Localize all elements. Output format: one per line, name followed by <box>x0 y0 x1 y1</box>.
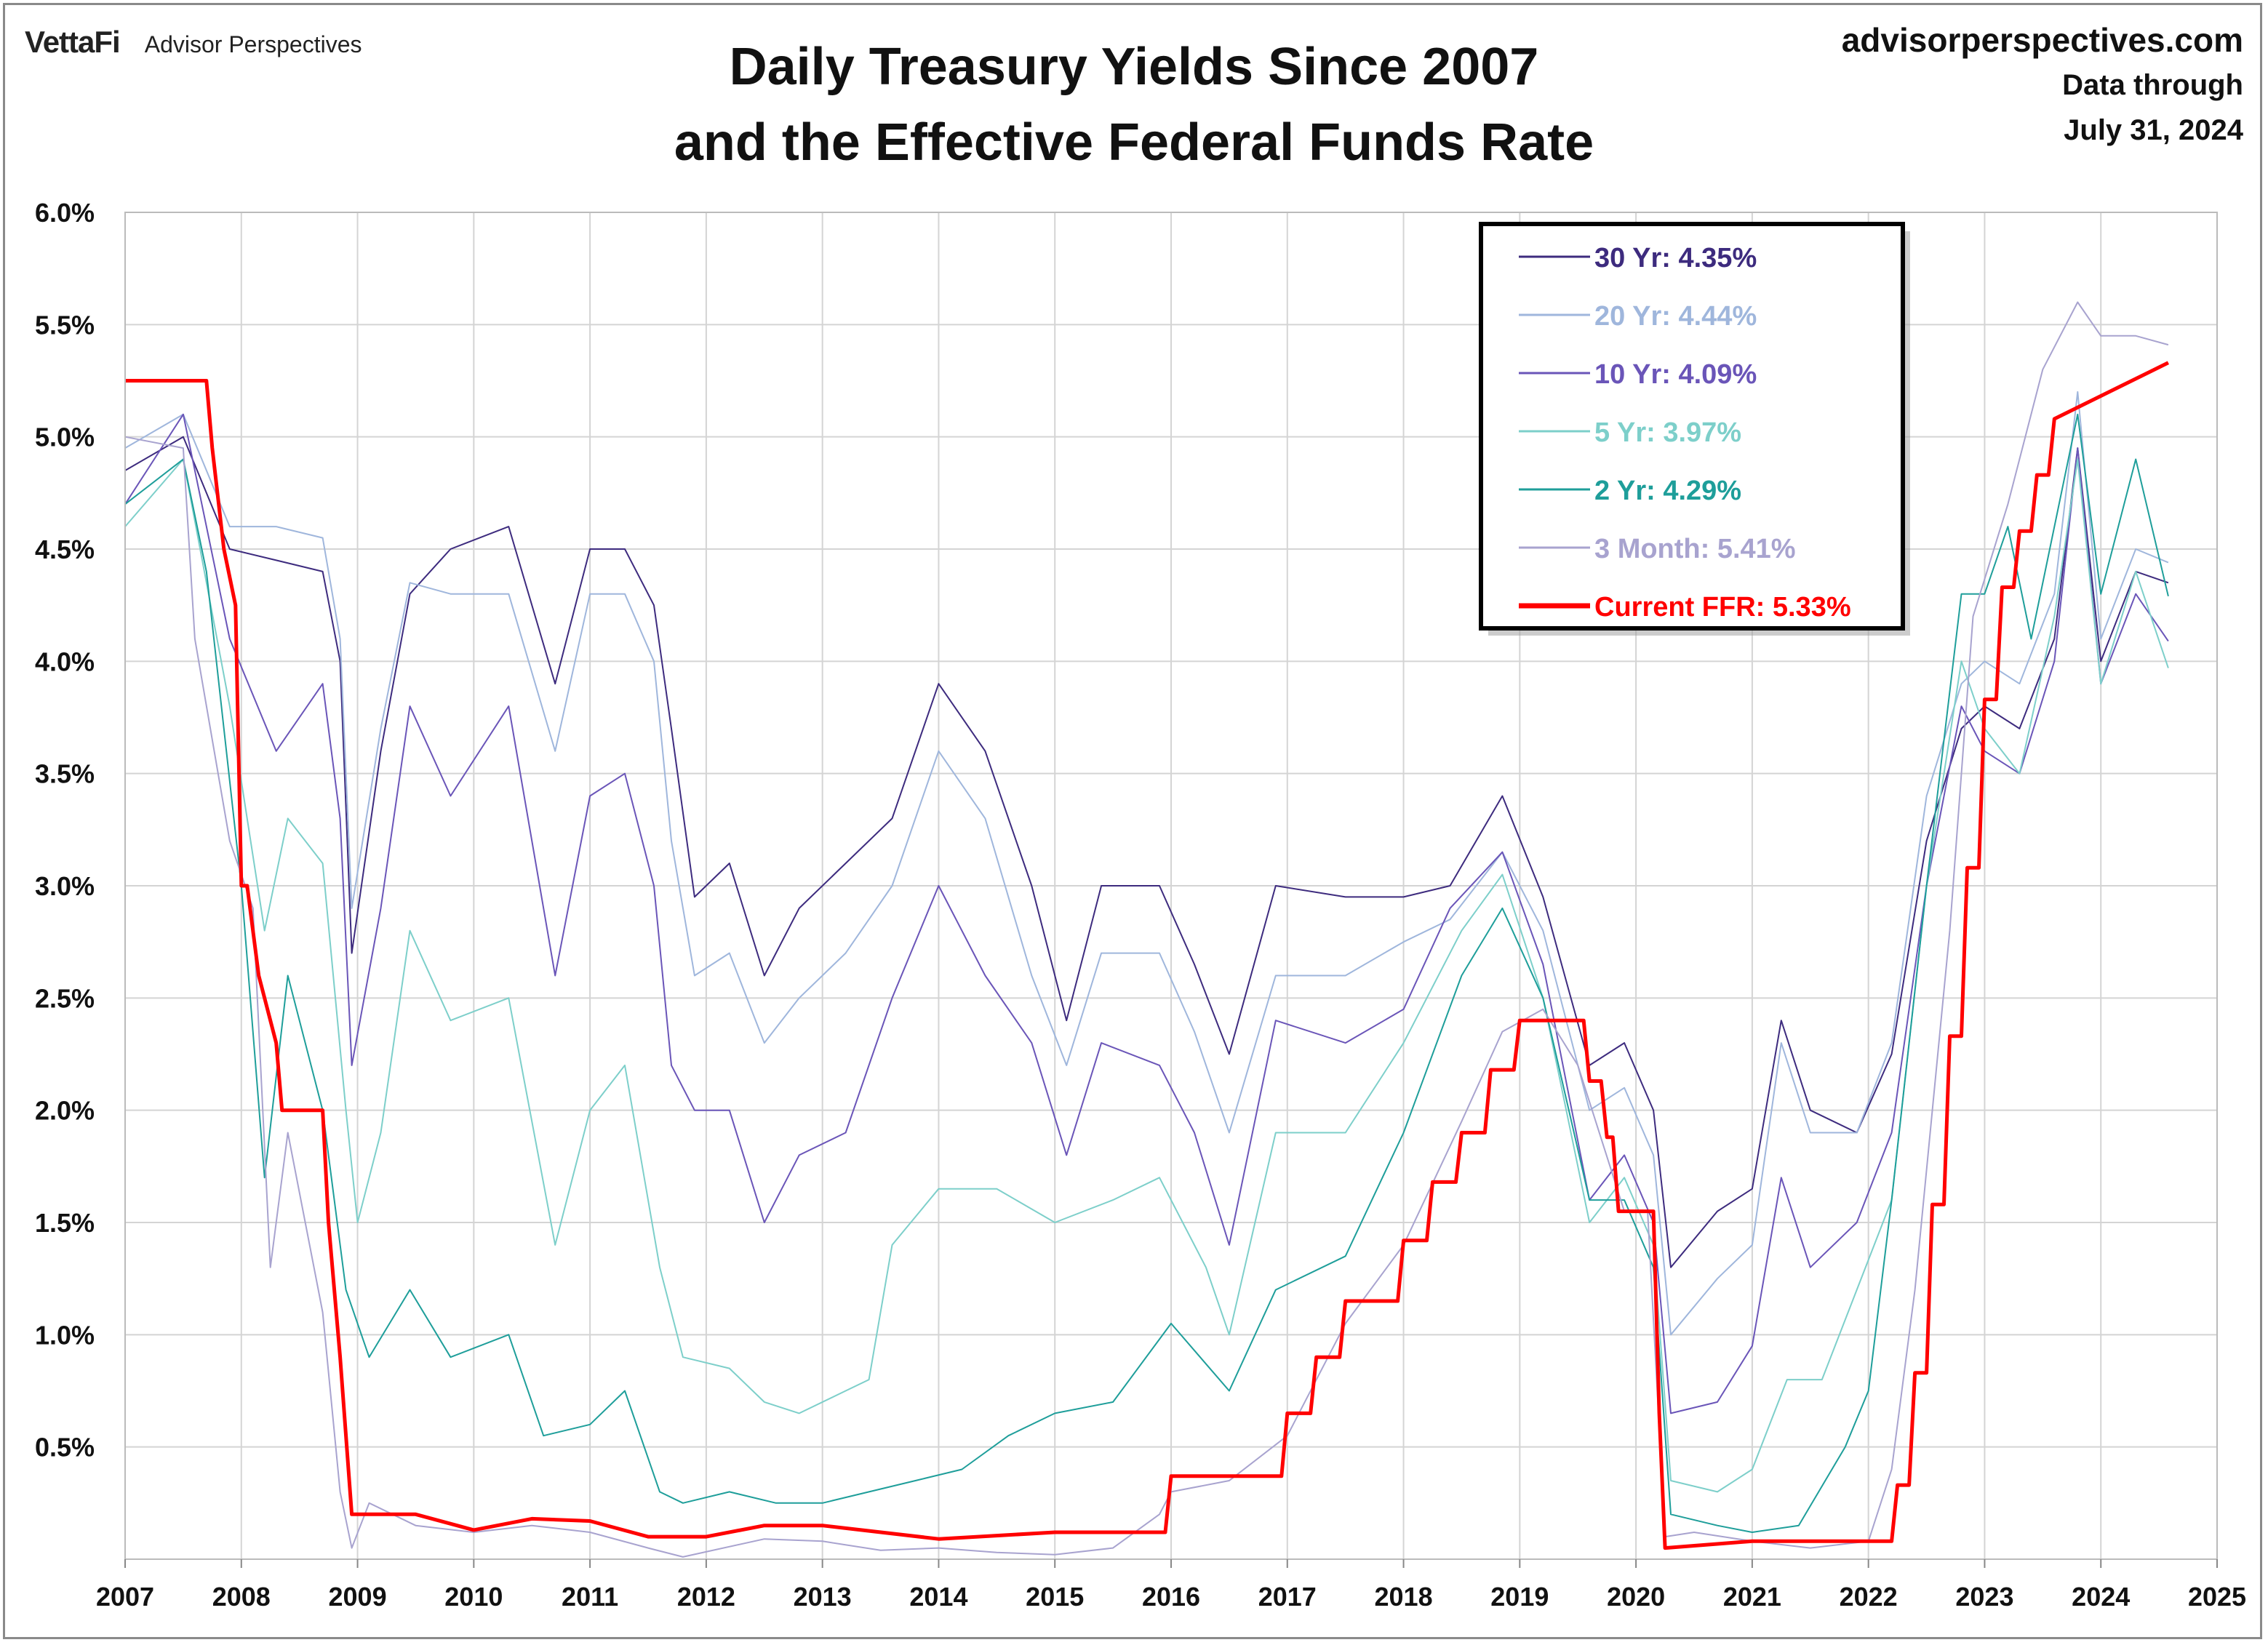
y-tick-label: 1.0% <box>35 1320 95 1350</box>
series-line-30-yr <box>124 436 2169 1268</box>
legend-entry: 5 Yr: 3.97% <box>1594 417 1741 448</box>
y-tick-label: 3.5% <box>35 759 95 789</box>
x-tick-label: 2010 <box>444 1582 503 1612</box>
x-tick-label: 2007 <box>96 1582 154 1612</box>
y-tick-label: 2.0% <box>35 1096 95 1126</box>
x-tick-label: 2018 <box>1375 1582 1433 1612</box>
x-tick-label: 2014 <box>909 1582 967 1612</box>
x-tick-label: 2021 <box>1723 1582 1781 1612</box>
legend-entry: 30 Yr: 4.35% <box>1594 243 1757 273</box>
y-tick-label: 6.0% <box>35 198 95 228</box>
y-tick-label: 5.5% <box>35 310 95 340</box>
x-tick-label: 2012 <box>677 1582 735 1612</box>
brand: VettaFi Advisor Perspectives <box>25 25 362 60</box>
y-tick-label: 3.0% <box>35 871 95 901</box>
data-through-label: Data through <box>2062 69 2243 101</box>
legend: 30 Yr: 4.35% 20 Yr: 4.44% 10 Yr: 4.09% 5 Yr… <box>1479 222 1910 636</box>
series-lines <box>124 301 2170 1558</box>
series-line-10-yr <box>124 413 2169 1414</box>
x-tick-label: 2015 <box>1026 1582 1084 1612</box>
x-tick-label: 2009 <box>329 1582 387 1612</box>
legend-entry: Current FFR: 5.33% <box>1594 592 1851 623</box>
chart-title: Daily Treasury Yields Since 2007 and the… <box>0 29 2268 180</box>
x-tick-label: 2016 <box>1142 1582 1200 1612</box>
legend-entry: 2 Yr: 4.29% <box>1594 476 1741 506</box>
y-tick-label: 5.0% <box>35 423 95 452</box>
x-tick-label: 2013 <box>794 1582 852 1612</box>
legend-box <box>1479 222 1905 631</box>
series-line-current-ffr <box>125 361 2170 1550</box>
x-tick-label: 2008 <box>212 1582 271 1612</box>
chart-title-line1: Daily Treasury Yields Since 2007 <box>729 38 1539 96</box>
y-tick-label: 4.5% <box>35 535 95 564</box>
series-line-2-yr <box>124 413 2169 1533</box>
y-tick-label: 1.5% <box>35 1208 95 1238</box>
vettafi-logo: VettaFi <box>25 25 121 59</box>
source-info: advisorperspectives.com Data through Jul… <box>1842 17 2243 153</box>
brand-name: Advisor Perspectives <box>144 31 362 57</box>
x-tick-label: 2020 <box>1607 1582 1665 1612</box>
x-tick-label: 2023 <box>1955 1582 2013 1612</box>
chart-title-line2: and the Effective Federal Funds Rate <box>674 113 1594 172</box>
x-tick-label: 2011 <box>562 1582 618 1612</box>
series-line-20-yr <box>124 391 2169 1336</box>
x-tick-label: 2025 <box>2188 1582 2246 1612</box>
y-tick-label: 0.5% <box>35 1433 95 1462</box>
legend-entry: 10 Yr: 4.09% <box>1594 359 1757 390</box>
x-tick-label: 2024 <box>2072 1582 2130 1612</box>
chart-frame <box>3 3 2262 1639</box>
y-tick-label: 4.0% <box>35 647 95 676</box>
legend-entry: 20 Yr: 4.44% <box>1594 301 1757 332</box>
legend-entry: 3 Month: 5.41% <box>1594 534 1796 564</box>
y-tick-label: 2.5% <box>35 983 95 1013</box>
site-url: advisorperspectives.com <box>1841 21 2243 59</box>
x-tick-label: 2017 <box>1258 1582 1317 1612</box>
data-through-date: July 31, 2024 <box>2064 114 2243 146</box>
axes: 2007 2008 2009 2010 2011 2012 2013 2014 2015 2016… <box>35 198 2246 1612</box>
x-tick-label: 2019 <box>1490 1582 1549 1612</box>
x-tick-label: 2022 <box>1840 1582 1898 1612</box>
